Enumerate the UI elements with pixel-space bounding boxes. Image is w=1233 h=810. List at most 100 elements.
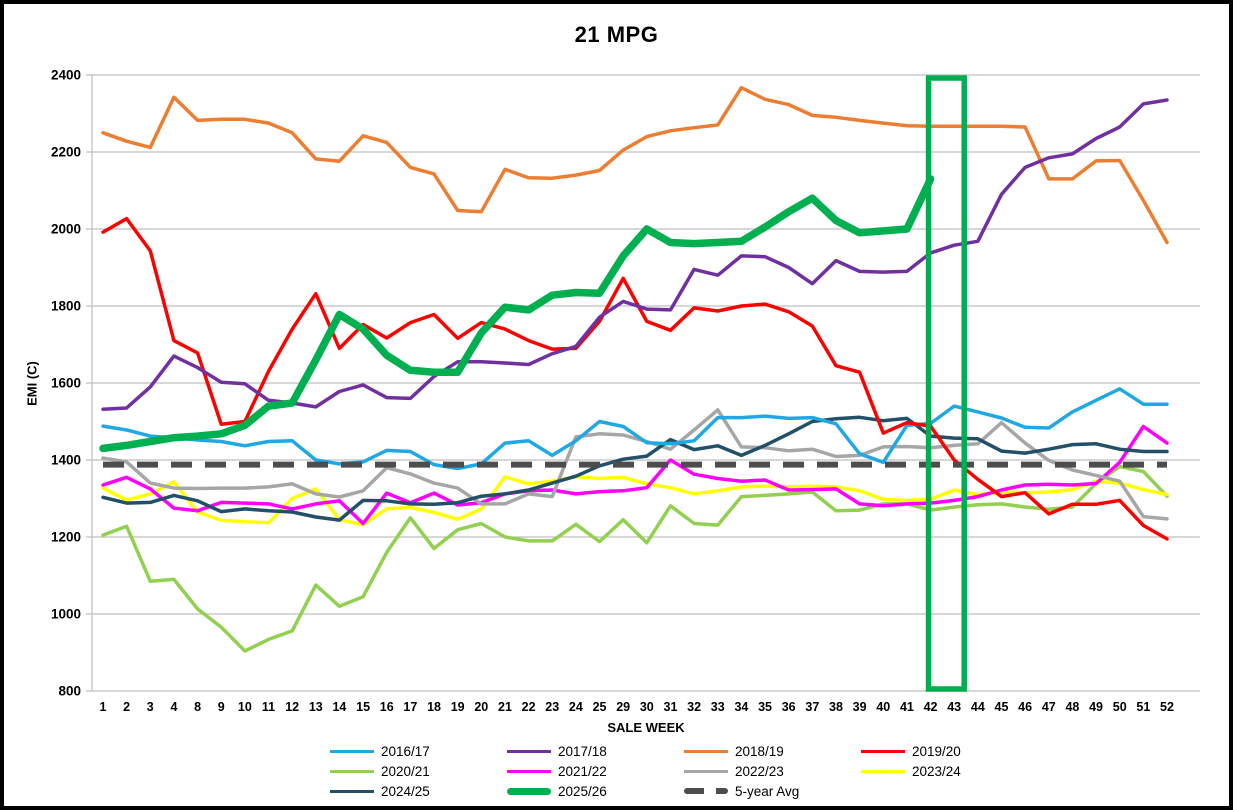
legend-label: 2020/21 xyxy=(381,763,430,779)
x-tick-label: 45 xyxy=(995,700,1009,714)
series-lines xyxy=(99,85,1169,653)
x-tick-label: 4 xyxy=(170,700,177,714)
series-line-2021-22 xyxy=(101,424,1169,526)
series-line-2016-17 xyxy=(101,387,1169,471)
series-line-2020-21 xyxy=(101,464,1169,653)
series-line-2022-23 xyxy=(101,408,1169,521)
legend-item-2019-20: 2019/20 xyxy=(861,741,1038,761)
legend-item-2017-18: 2017/18 xyxy=(507,741,684,761)
legend-item-2020-21: 2020/21 xyxy=(330,761,507,781)
x-tick-label: 11 xyxy=(262,700,275,714)
x-tick-label: 52 xyxy=(1160,700,1174,714)
x-tick-label: 12 xyxy=(285,700,299,714)
legend-swatch xyxy=(507,787,551,795)
x-tick-label: 21 xyxy=(498,700,512,714)
x-tick-label: 23 xyxy=(545,700,559,714)
legend-item-2023-24: 2023/24 xyxy=(861,761,1038,781)
x-tick-label: 51 xyxy=(1136,700,1150,714)
x-tick-label: 13 xyxy=(309,700,323,714)
legend-label: 2019/20 xyxy=(912,743,961,759)
series-line-2018-19 xyxy=(101,85,1169,245)
legend-label: 2022/23 xyxy=(735,763,784,779)
legend-swatch xyxy=(507,769,551,773)
x-tick-label: 2 xyxy=(123,700,130,714)
x-tick-label: 17 xyxy=(403,700,417,714)
y-tick-label: 2000 xyxy=(51,222,81,237)
x-tick-label: 41 xyxy=(900,700,914,714)
legend: 2016/17 2017/18 2018/19 2019/20 2020/21 2021/… xyxy=(330,741,1038,801)
x-tick-label: 40 xyxy=(876,700,890,714)
legend-swatch xyxy=(684,788,728,794)
legend-item-2025-26: 2025/26 xyxy=(507,781,684,801)
x-axis-title: SALE WEEK xyxy=(607,720,685,735)
legend-swatch xyxy=(507,749,551,753)
x-tick-label: 43 xyxy=(947,700,961,714)
x-tick-label: 44 xyxy=(971,700,985,714)
legend-item-2022-23: 2022/23 xyxy=(684,761,861,781)
legend-label: 2021/22 xyxy=(558,763,607,779)
legend-swatch xyxy=(684,769,728,773)
x-tick-label: 8 xyxy=(194,700,201,714)
legend-item-2021-22: 2021/22 xyxy=(507,761,684,781)
series-line-2019-20 xyxy=(101,216,1169,541)
x-tick-labels: 1 2 3 4 8 9 10 11 12 13 14 15 16 17 18 19 20 21 22 23 24 25 29… xyxy=(100,700,1174,714)
x-tick-label: 48 xyxy=(1065,700,1079,714)
legend-swatch xyxy=(330,769,374,773)
legend-label: 2018/19 xyxy=(735,743,784,759)
legend-label: 2017/18 xyxy=(558,743,607,759)
legend-item-2024-25: 2024/25 xyxy=(330,781,507,801)
x-tick-label: 34 xyxy=(734,700,748,714)
gridlines: 800 1000 1200 1400 1600 1800 2000 2200 2400 xyxy=(51,68,1200,699)
x-tick-label: 47 xyxy=(1042,700,1056,714)
x-tick-label: 37 xyxy=(805,700,819,714)
legend-label: 2024/25 xyxy=(381,783,430,799)
x-tick-label: 46 xyxy=(1018,700,1032,714)
y-tick-label: 1800 xyxy=(51,299,81,314)
y-tick-label: 2400 xyxy=(51,68,81,83)
x-tick-label: 15 xyxy=(356,700,370,714)
legend-swatch xyxy=(330,789,374,793)
y-tick-label: 800 xyxy=(58,684,81,699)
x-tick-label: 1 xyxy=(100,700,107,714)
y-axis-title: EMI (C) xyxy=(24,361,40,406)
x-tick-label: 10 xyxy=(238,700,252,714)
x-tick-label: 14 xyxy=(332,700,346,714)
x-tick-label: 18 xyxy=(427,700,441,714)
x-tick-label: 49 xyxy=(1089,700,1103,714)
y-tick-label: 2200 xyxy=(51,145,81,160)
y-tick-label: 1000 xyxy=(51,607,81,622)
legend-label: 2023/24 xyxy=(912,763,961,779)
x-tick-label: 16 xyxy=(380,700,394,714)
x-tick-label: 36 xyxy=(782,700,796,714)
x-tick-label: 30 xyxy=(640,700,654,714)
y-tick-label: 1400 xyxy=(51,453,81,468)
legend-swatch xyxy=(330,749,374,753)
legend-swatch xyxy=(684,749,728,753)
x-tick-label: 31 xyxy=(664,700,678,714)
x-tick-label: 50 xyxy=(1113,700,1127,714)
x-tick-label: 20 xyxy=(474,700,488,714)
legend-swatch xyxy=(861,769,905,773)
x-tick-label: 42 xyxy=(924,700,938,714)
legend-label: 5-year Avg xyxy=(735,783,800,799)
x-tick-label: 38 xyxy=(829,700,843,714)
legend-item-5-year-avg: 5-year Avg xyxy=(684,781,861,801)
series-line-2025-26 xyxy=(99,175,935,453)
series-line-2024-25 xyxy=(101,415,1169,522)
y-tick-label: 1200 xyxy=(51,530,81,545)
x-tick-label: 9 xyxy=(218,700,225,714)
x-tick-label: 22 xyxy=(522,700,536,714)
series-line-2017-18 xyxy=(101,98,1169,411)
legend-item-2016-17: 2016/17 xyxy=(330,741,507,761)
x-tick-label: 25 xyxy=(593,700,607,714)
x-tick-label: 29 xyxy=(616,700,630,714)
legend-label: 2025/26 xyxy=(558,783,607,799)
legend-item-2018-19: 2018/19 xyxy=(684,741,861,761)
x-tick-label: 3 xyxy=(147,700,154,714)
legend-label: 2016/17 xyxy=(381,743,430,759)
x-tick-label: 32 xyxy=(687,700,701,714)
chart-title: 21 MPG xyxy=(574,22,659,47)
x-tick-label: 24 xyxy=(569,700,583,714)
